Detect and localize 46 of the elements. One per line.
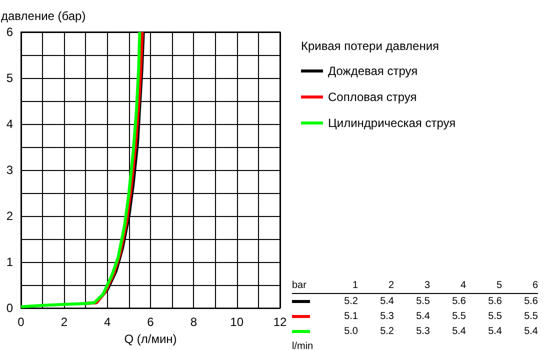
text: 5 (466, 278, 502, 294)
y-tick-label: 5 (6, 71, 14, 86)
legend-label: Сопловая струя (328, 90, 417, 104)
text: 5.6 (523, 295, 538, 309)
legend-label: Цилиндрическая струя (328, 116, 456, 130)
x-tick-label: 0 (18, 315, 25, 330)
text: 5.5 (415, 295, 430, 309)
legend-label: Дождевая струя (328, 64, 418, 78)
text: 5.4 (523, 325, 538, 339)
y-tick-label: 4 (6, 117, 14, 132)
x-axis-title: Q (л/мин) (124, 332, 177, 346)
text: 4 (430, 278, 466, 294)
text: 5.0 (343, 325, 358, 339)
x-tick-label: 8 (190, 315, 198, 330)
x-tick-label: 6 (147, 315, 154, 330)
y-tick-label: 0 (6, 301, 14, 316)
y-tick-label: 3 (6, 163, 14, 178)
x-tick-label: 4 (104, 315, 111, 330)
y-tick-label: 2 (6, 209, 14, 224)
text: 5.5 (487, 310, 502, 324)
y-axis-title: давление (бар) (1, 9, 86, 23)
text: 6 (502, 278, 538, 294)
text: 5.3 (415, 325, 430, 339)
text: 5.6 (451, 295, 466, 309)
text: 5.4 (415, 310, 430, 324)
y-tick-label: 1 (6, 255, 14, 270)
text: 3 (394, 278, 430, 294)
text: 5.4 (451, 325, 466, 339)
text: 5.5 (451, 310, 466, 324)
x-tick-label: 12 (273, 315, 287, 330)
text: 5.3 (379, 310, 394, 324)
text: 5.2 (343, 295, 358, 309)
text: bar (292, 278, 322, 294)
text: 5.5 (523, 310, 538, 324)
text: 5.4 (487, 325, 502, 339)
text: 1 (322, 278, 358, 294)
text: 5.1 (343, 310, 358, 324)
text: 5.2 (379, 325, 394, 339)
y-tick-label: 6 (6, 25, 14, 39)
text: 5.6 (487, 295, 502, 309)
text: l/min (292, 340, 314, 350)
legend-title: Кривая потери давления (301, 39, 440, 53)
x-tick-label: 2 (60, 315, 68, 330)
text: 5.4 (379, 295, 394, 309)
x-tick-label: 10 (230, 315, 244, 330)
text: 2 (358, 278, 394, 294)
